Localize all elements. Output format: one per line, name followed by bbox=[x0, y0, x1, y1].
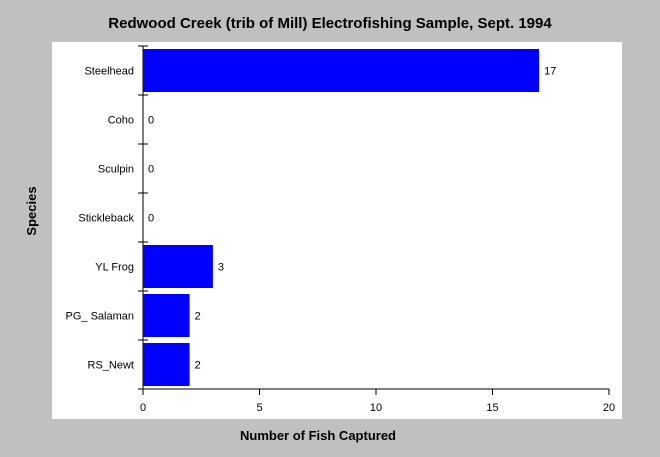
y-axis-title: Species bbox=[24, 186, 39, 235]
value-label-sculpin: 0 bbox=[148, 164, 154, 176]
x-tick-label-5: 5 bbox=[256, 402, 262, 414]
bar-rs-newt bbox=[143, 343, 190, 386]
bar-steelhead bbox=[143, 49, 540, 92]
x-tick-label-15: 15 bbox=[486, 402, 498, 414]
value-label-coho: 0 bbox=[148, 115, 154, 127]
x-tick-label-20: 20 bbox=[603, 402, 615, 414]
category-label-pg-salaman: PG_ Salaman bbox=[66, 311, 134, 323]
chart-title: Redwood Creek (trib of Mill) Electrofish… bbox=[108, 15, 552, 32]
category-label-rs-newt: RS_Newt bbox=[88, 360, 134, 372]
category-label-steelhead: Steelhead bbox=[84, 66, 134, 78]
category-label-coho: Coho bbox=[108, 115, 134, 127]
bars-group bbox=[143, 49, 540, 386]
bar-pg-salaman bbox=[143, 294, 190, 337]
ticks-group: Steelhead 17 Coho 0 Sculpin 0 Stickleback 0 YL F… bbox=[66, 45, 615, 414]
bar-yl-frog bbox=[143, 245, 213, 288]
x-tick-label-10: 10 bbox=[370, 402, 382, 414]
value-label-yl-frog: 3 bbox=[218, 262, 224, 274]
plot-area bbox=[52, 42, 622, 419]
category-label-stickleback: Stickleback bbox=[78, 213, 134, 225]
x-tick-label-0: 0 bbox=[140, 402, 146, 414]
value-label-pg-salaman: 2 bbox=[195, 311, 201, 323]
category-label-sculpin: Sculpin bbox=[98, 164, 134, 176]
value-label-rs-newt: 2 bbox=[195, 360, 201, 372]
value-label-stickleback: 0 bbox=[148, 213, 154, 225]
category-label-yl-frog: YL Frog bbox=[95, 262, 134, 274]
value-label-steelhead: 17 bbox=[544, 66, 556, 78]
x-axis-title: Number of Fish Captured bbox=[240, 428, 396, 443]
